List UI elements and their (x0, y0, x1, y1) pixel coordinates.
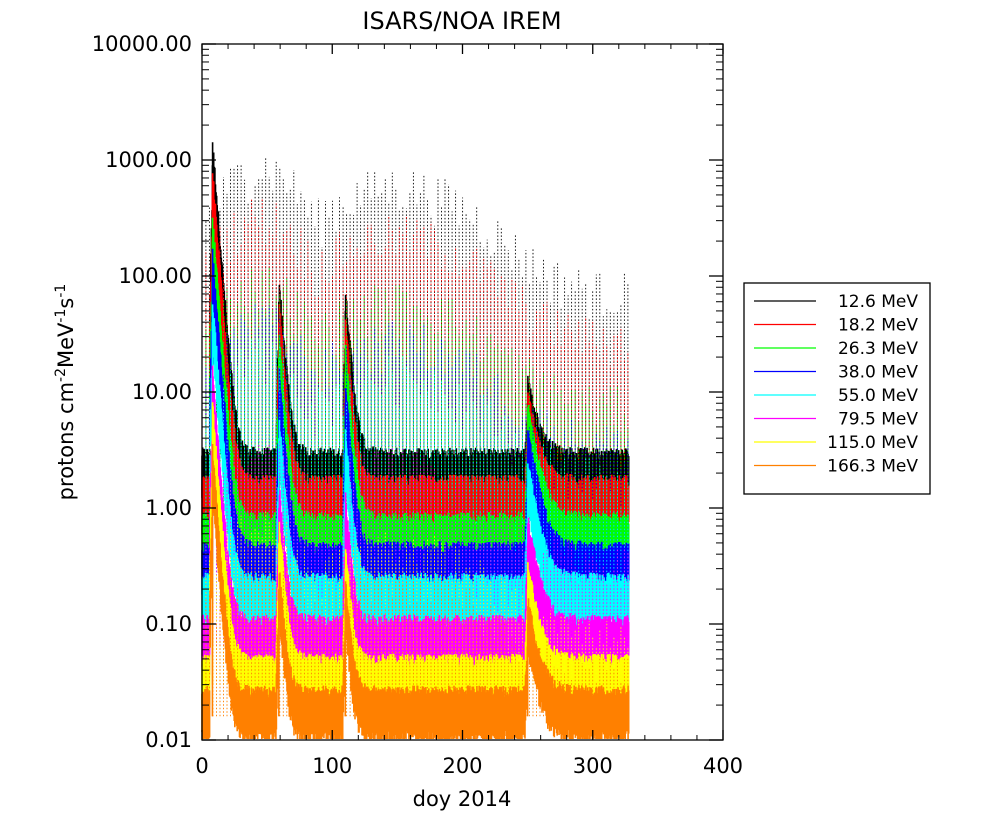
legend-label: 12.6 MeV (838, 292, 918, 312)
y-axis-title-exp3: -1 (53, 284, 69, 298)
x-tick-label: 100 (312, 754, 352, 778)
y-tick-label: 1000.00 (105, 148, 192, 172)
series-spikes (205, 158, 629, 479)
legend-label: 166.3 MeV (827, 457, 918, 477)
y-axis-title-mid2: s (54, 298, 78, 309)
x-tick-label: 0 (195, 754, 208, 778)
y-tick-label: 100.00 (119, 264, 192, 288)
legend-label: 18.2 MeV (838, 316, 918, 336)
y-tick-label: 0.01 (145, 728, 192, 752)
series-spikes (205, 267, 629, 543)
x-tick-label: 400 (703, 754, 743, 778)
series-spikes (205, 546, 629, 717)
legend-label: 115.0 MeV (827, 433, 918, 453)
legend-label: 26.3 MeV (838, 339, 918, 359)
x-tick-label: 200 (442, 754, 482, 778)
y-axis-title-base: protons cm (54, 382, 78, 500)
y-axis-title-exp1: -2 (53, 368, 69, 382)
legend: 12.6 MeV 18.2 MeV 26.3 MeV 38.0 MeV 55.0 MeV… (743, 282, 931, 495)
series-layer (201, 142, 630, 739)
y-axis-title-mid1: MeV (54, 322, 78, 368)
y-tick-label: 10.00 (132, 380, 192, 404)
y-axis-title-exp2: -1 (53, 309, 69, 323)
y-axis-title: protons cm-2MeV-1s-1 (53, 284, 78, 501)
chart-title: ISARS/NOA IREM (362, 7, 561, 35)
y-tick-label: 1.00 (145, 496, 192, 520)
x-axis-title: doy 2014 (413, 787, 512, 811)
ticks-layer: 0 100 200 300 400 0.01 0.10 1.00 10.00 100.00 1000… (92, 32, 743, 778)
y-tick-label: 0.10 (145, 612, 192, 636)
y-tick-label: 10000.00 (92, 32, 192, 56)
x-tick-label: 300 (573, 754, 613, 778)
legend-label: 55.0 MeV (838, 386, 918, 406)
legend-label: 38.0 MeV (838, 363, 918, 383)
legend-box (743, 282, 931, 495)
legend-label: 79.5 MeV (838, 410, 918, 430)
